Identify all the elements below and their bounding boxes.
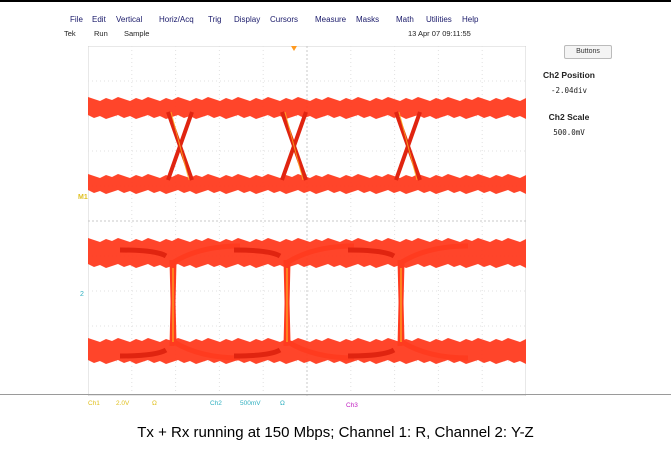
top-rule: [0, 0, 671, 2]
buttons-button-label: Buttons: [576, 48, 600, 55]
acquisition-mode: Sample: [124, 29, 150, 38]
eye-diagram-traces: [88, 97, 526, 364]
menu-masks[interactable]: Masks: [356, 15, 380, 24]
ch2-position-value[interactable]: -2.04div: [550, 86, 588, 95]
ch1-readout-scale: 2.0V: [116, 400, 130, 407]
ch1-readout-label: Ch1: [88, 400, 100, 407]
run-state: Run: [94, 29, 108, 38]
menu-bar: File Edit Vertical Horiz/Acq Trig Displa…: [56, 12, 612, 28]
ch2-scale-label: Ch2 Scale: [548, 112, 590, 122]
ch2-crossing-2: [233, 243, 355, 361]
timestamp: 13 Apr 07 09:11:55: [408, 29, 471, 38]
ch1-ground-marker: M1: [78, 194, 88, 201]
menu-display[interactable]: Display: [234, 15, 261, 24]
ch1-high-level: [88, 97, 526, 119]
status-bar: Tek Run Sample 13 Apr 07 09:11:55: [56, 28, 612, 40]
ch2-readout-label: Ch2: [210, 400, 222, 407]
ch3-readout-label: Ch3: [346, 402, 358, 409]
ch1-crossing-3: [394, 111, 422, 181]
ch2-crossing-3: [347, 243, 469, 361]
ch2-scale-value[interactable]: 500.0mV: [553, 128, 585, 137]
menu-horiz-acq[interactable]: Horiz/Acq: [159, 15, 194, 24]
ch2-position-label: Ch2 Position: [543, 70, 595, 80]
menu-help[interactable]: Help: [462, 15, 479, 24]
side-panel: Buttons Ch2 Position -2.04div Ch2 Scale …: [526, 40, 612, 340]
ch2-crossing-1: [119, 243, 241, 361]
brand-label: Tek: [64, 29, 76, 38]
ch1-crossing-1: [166, 111, 194, 181]
oscilloscope-screenshot: File Edit Vertical Horiz/Acq Trig Displa…: [56, 12, 612, 409]
menu-edit[interactable]: Edit: [92, 15, 106, 24]
trigger-position-marker: [291, 46, 297, 51]
bottom-rule: [0, 394, 671, 395]
menu-file[interactable]: File: [70, 15, 83, 24]
ch2-readout-coupling: Ω: [280, 400, 285, 407]
ch2-ground-marker: 2: [80, 291, 84, 298]
menu-measure[interactable]: Measure: [315, 15, 347, 24]
menu-utilities[interactable]: Utilities: [426, 15, 452, 24]
ch1-readout-coupling: Ω: [152, 400, 157, 407]
menu-math[interactable]: Math: [396, 15, 414, 24]
waveform-display: [88, 46, 526, 396]
menu-cursors[interactable]: Cursors: [270, 15, 299, 24]
menu-vertical[interactable]: Vertical: [116, 15, 143, 24]
buttons-button[interactable]: Buttons: [564, 45, 612, 59]
graticule-svg: [88, 46, 526, 396]
figure-caption: Tx + Rx running at 150 Mbps; Channel 1: …: [137, 424, 534, 441]
ch2-readout-scale: 500mV: [240, 400, 261, 407]
menu-trig[interactable]: Trig: [208, 15, 222, 24]
ch1-crossing-2: [280, 111, 308, 181]
